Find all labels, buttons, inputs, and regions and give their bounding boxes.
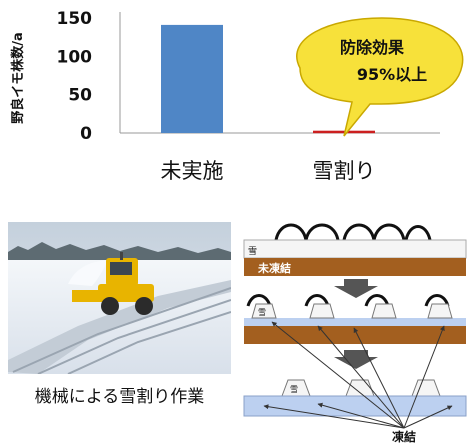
bars (161, 24, 375, 134)
stage1-snow-layer (243, 239, 467, 259)
x-tick-label: 雪割り (313, 159, 376, 183)
stage2-snow-chunks (251, 303, 453, 319)
bar (313, 130, 375, 134)
y-axis-label: 野良イモ株数/a (10, 32, 26, 124)
stage3-snow-label: 雪 (290, 385, 298, 394)
x-tick-label: 未実施 (161, 159, 224, 183)
y-axis-ticks: 0 50 100 150 (57, 9, 93, 144)
y-tick-label: 150 (57, 9, 93, 29)
photo-caption: 機械による雪割り作業 (34, 387, 205, 407)
stage2-snow-label: 雪 (258, 308, 266, 317)
y-tick-label: 100 (57, 47, 93, 67)
bar (161, 24, 223, 133)
bar-chart: 野良イモ株数/a 0 50 100 150 未実施 雪割り 防除効果 95%以上 (10, 9, 464, 183)
stage1-unfrozen-soil (244, 258, 466, 276)
x-axis-labels: 未実施 雪割り (161, 159, 376, 183)
furrow-lines (12, 287, 231, 374)
stage3-snow-chunks (281, 379, 441, 397)
y-tick-label: 0 (80, 124, 92, 144)
stage1-heat-arrows (274, 223, 432, 241)
stage2-heat-arrows (246, 294, 450, 307)
snow-spray (68, 260, 108, 286)
callout-bubble (296, 17, 464, 137)
stage2-frozen-band (244, 318, 466, 326)
stage-arrow-1 (334, 279, 378, 298)
callout-line2: 95%以上 (357, 65, 427, 84)
effect-callout: 防除効果 95%以上 (296, 17, 464, 137)
stage1-unfrozen-label: 未凍結 (257, 261, 291, 275)
callout-line1: 防除効果 (340, 38, 404, 57)
stage3-frozen-soil (243, 395, 467, 417)
y-tick-label: 50 (68, 86, 92, 106)
tree-line (8, 242, 231, 262)
snow-blower-tractor (72, 252, 154, 315)
stage1-snow-label: 雪 (248, 246, 257, 257)
frozen-pointer-arrows (263, 321, 453, 429)
frozen-label: 凍結 (392, 429, 416, 444)
stage2-unfrozen-soil (244, 326, 466, 344)
snow-breaking-photo (8, 222, 231, 374)
stage-arrow-2 (334, 350, 378, 369)
